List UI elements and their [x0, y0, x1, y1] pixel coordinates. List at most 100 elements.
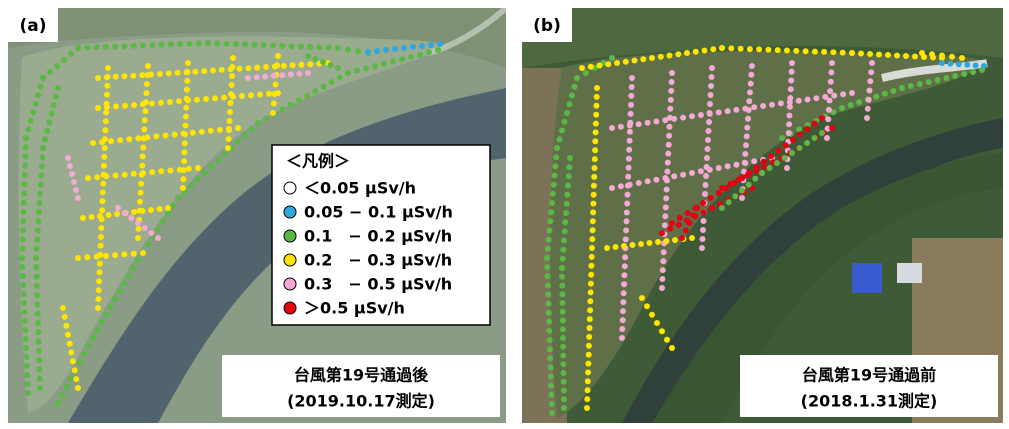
measurement-point — [589, 254, 595, 260]
measurement-point — [245, 65, 251, 71]
measurement-point — [588, 64, 594, 70]
measurement-point — [328, 62, 334, 68]
measurement-point — [797, 131, 803, 137]
measurement-point — [547, 218, 553, 224]
measurement-point — [190, 130, 196, 136]
measurement-point — [594, 85, 600, 91]
caption-line: (2019.10.17測定) — [287, 392, 435, 411]
measurement-point — [144, 81, 150, 87]
measurement-point — [72, 367, 78, 373]
panel-label: (a) — [19, 16, 46, 36]
measurement-point — [305, 53, 311, 59]
measurement-point — [131, 102, 137, 108]
measurement-point — [619, 335, 625, 341]
measurement-point — [628, 93, 634, 99]
measurement-point — [587, 307, 593, 313]
measurement-point — [627, 129, 633, 135]
measurement-point — [97, 252, 103, 258]
measurement-point — [270, 43, 276, 49]
measurement-point — [629, 84, 635, 90]
measurement-point — [868, 69, 874, 75]
measurement-point — [399, 56, 405, 62]
measurement-point — [69, 171, 75, 177]
measurement-point — [65, 332, 71, 338]
measurement-point — [401, 45, 407, 51]
legend-marker — [284, 230, 296, 242]
measurement-point — [113, 173, 119, 179]
measurement-point — [545, 246, 551, 252]
measurement-point — [22, 327, 28, 333]
measurement-point — [804, 140, 810, 146]
measurement-point — [627, 138, 633, 144]
measurement-point — [705, 137, 711, 143]
legend-label: 0.05 − 0.1 μSv/h — [304, 203, 453, 222]
measurement-point — [167, 99, 173, 105]
measurement-point — [858, 51, 864, 57]
measurement-point — [864, 115, 870, 121]
measurement-point — [248, 126, 254, 132]
measurement-point — [34, 274, 40, 280]
measurement-point — [36, 357, 42, 363]
measurement-point — [630, 242, 636, 248]
measurement-point — [75, 385, 81, 391]
measurement-point — [732, 193, 738, 199]
measurement-point — [827, 88, 833, 94]
measurement-point — [839, 105, 845, 111]
measurement-point — [592, 138, 598, 144]
measurement-point — [201, 68, 207, 74]
measurement-point — [222, 151, 228, 157]
measurement-point — [768, 153, 774, 159]
measurement-point — [561, 379, 567, 385]
measurement-point — [671, 116, 677, 122]
measurement-point — [566, 173, 572, 179]
measurement-point — [591, 192, 597, 198]
measurement-point — [67, 163, 73, 169]
measurement-point — [546, 310, 552, 316]
measurement-point — [168, 41, 174, 47]
measurement-point — [588, 263, 594, 269]
measurement-point — [592, 147, 598, 153]
measurement-point — [663, 204, 669, 210]
measurement-point — [707, 101, 713, 107]
measurement-point — [591, 183, 597, 189]
measurement-point — [106, 212, 112, 218]
measurement-point — [365, 49, 371, 55]
measurement-point — [765, 47, 771, 53]
measurement-point — [829, 125, 835, 131]
measurement-point — [812, 49, 818, 55]
measurement-point — [35, 320, 41, 326]
measurement-point — [202, 170, 208, 176]
measurement-point — [188, 183, 194, 189]
measurement-point — [102, 145, 108, 151]
measurement-point — [176, 98, 182, 104]
measurement-point — [566, 164, 572, 170]
measurement-point — [55, 85, 61, 91]
measurement-point — [35, 311, 41, 317]
measurement-point — [614, 60, 620, 66]
measurement-point — [163, 133, 169, 139]
measurement-point — [613, 244, 619, 250]
measurement-point — [194, 97, 200, 103]
measurement-point — [61, 57, 67, 63]
measurement-point — [939, 53, 945, 59]
measurement-point — [585, 369, 591, 375]
measurement-point — [62, 314, 68, 320]
measurement-point — [182, 131, 188, 137]
measurement-point — [195, 165, 201, 171]
measurement-point — [619, 326, 625, 332]
measurement-point — [374, 48, 380, 54]
measurement-point — [829, 60, 835, 66]
measurement-point — [34, 301, 40, 307]
measurement-point — [867, 78, 873, 84]
measurement-point — [567, 101, 573, 107]
measurement-point — [979, 67, 985, 73]
measurement-point — [623, 227, 629, 233]
measurement-point — [782, 155, 788, 161]
measurement-point — [605, 61, 611, 67]
measurement-point — [959, 55, 965, 61]
measurement-point — [586, 343, 592, 349]
measurement-point — [725, 108, 731, 114]
measurement-point — [584, 405, 590, 411]
measurement-point — [226, 127, 232, 133]
measurement-point — [561, 370, 567, 376]
